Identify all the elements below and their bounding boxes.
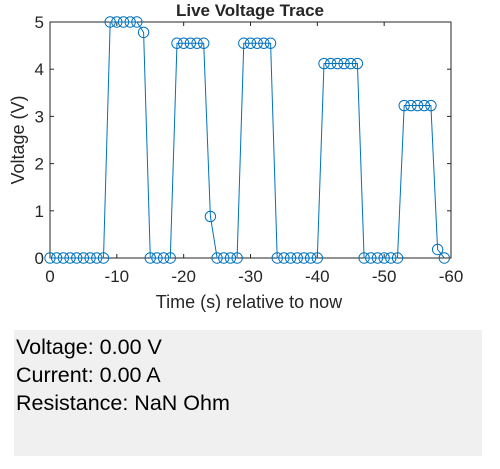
y-tick-label: 0 [35, 249, 44, 268]
data-point [331, 57, 344, 70]
x-axis: 0 -10 -20 -30 -40 -50 -60 [45, 22, 463, 286]
data-point [164, 252, 177, 264]
data-point [171, 37, 183, 49]
data-point [278, 252, 290, 264]
plot-frame [49, 21, 452, 259]
data-point [198, 37, 210, 49]
data-point [391, 252, 404, 264]
data-point [405, 99, 417, 112]
voltage-trace-chart: Live Voltage Trace 0 1 2 3 4 5 0 -10 -20 -30 -40 -… [8, 1, 463, 312]
data-point [50, 252, 63, 264]
data-point [304, 252, 317, 264]
x-tick-label: -50 [372, 267, 397, 286]
data-point [124, 16, 136, 28]
data-point [284, 252, 297, 264]
x-tick-label: -60 [439, 267, 464, 286]
data-point [258, 37, 270, 49]
data-point [351, 57, 364, 70]
x-tick-label: -40 [305, 267, 330, 286]
y-tick-label: 5 [35, 13, 44, 32]
x-tick-label: -20 [171, 267, 196, 286]
data-point [137, 26, 150, 39]
x-tick-label: -30 [238, 267, 263, 286]
data-point [177, 37, 190, 49]
data-point [77, 252, 90, 264]
readout-panel: Voltage: 0.00 V Current: 0.00 A Resistan… [14, 330, 482, 456]
data-point [251, 37, 263, 49]
data-point [311, 252, 324, 264]
data-point [318, 57, 330, 70]
y-tick-label: 2 [35, 155, 44, 174]
data-point [438, 252, 451, 264]
x-tick-label: -10 [105, 267, 130, 286]
data-point [291, 252, 303, 264]
series-markers [44, 16, 451, 264]
resistance-readout: Resistance: NaN Ohm [16, 391, 230, 415]
data-point [211, 252, 223, 264]
y-axis-label: Voltage (V) [8, 95, 28, 184]
data-point [64, 252, 76, 264]
data-point [131, 16, 143, 28]
data-point [71, 252, 83, 264]
data-point [338, 57, 350, 70]
y-tick-label: 1 [35, 202, 44, 221]
data-point [91, 252, 103, 264]
data-point [44, 252, 56, 264]
y-tick-label: 3 [35, 107, 44, 126]
data-point [378, 252, 390, 264]
data-point [104, 16, 116, 28]
data-point [144, 252, 156, 264]
data-point [431, 243, 444, 256]
data-point [371, 252, 384, 264]
data-point [151, 252, 163, 264]
data-point [111, 16, 123, 28]
data-point [224, 252, 237, 264]
y-axis: 0 1 2 3 4 5 [35, 13, 451, 268]
data-point [204, 210, 217, 223]
data-point [238, 37, 250, 49]
data-point [271, 252, 283, 264]
data-point [418, 99, 430, 112]
data-point [231, 252, 243, 264]
data-point [57, 252, 70, 264]
data-point [398, 99, 410, 112]
data-point [218, 252, 230, 264]
data-point [298, 252, 310, 264]
data-point [244, 37, 257, 49]
data-point [325, 57, 337, 70]
current-readout: Current: 0.00 A [16, 363, 161, 387]
data-point [84, 252, 96, 264]
plot-area [49, 21, 452, 259]
data-point [385, 252, 397, 264]
y-tick-label: 4 [35, 60, 44, 79]
data-point [365, 252, 377, 264]
data-point [157, 252, 170, 264]
data-point [184, 37, 197, 49]
data-point [97, 252, 110, 264]
voltage-readout: Voltage: 0.00 V [16, 335, 162, 359]
data-point [191, 37, 203, 49]
chart-title: Live Voltage Trace [176, 1, 324, 20]
data-point [358, 252, 370, 264]
data-point [411, 99, 424, 112]
x-tick-label: 0 [45, 267, 54, 286]
data-point [264, 37, 277, 49]
data-point [425, 99, 437, 112]
data-point [117, 16, 130, 28]
x-axis-label: Time (s) relative to now [156, 292, 343, 312]
data-point [345, 57, 357, 70]
